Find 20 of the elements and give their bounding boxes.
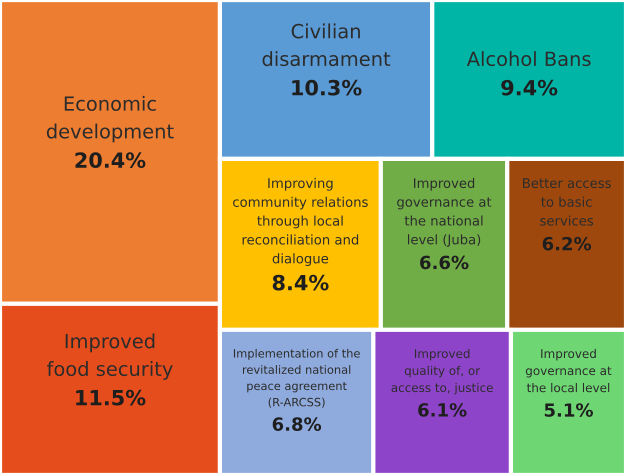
data-label: 10.3% (292, 80, 362, 96)
category-label: Improving community relations through local reconciliation and dialogue (233, 178, 368, 266)
category-label: Alcohol Bans (466, 51, 591, 66)
category-label: Implementation of the revitalized national peace agreement (R-ARCSS) (234, 348, 360, 408)
data-label: 8.4% (272, 274, 329, 290)
data-label: 6.2% (542, 236, 592, 251)
category-label: Improved quality of, or access to, justice (392, 348, 493, 394)
category-label: Better access to basic services (523, 178, 611, 226)
data-label: 6.1% (418, 403, 467, 417)
category-label: Improved food security (47, 333, 173, 380)
data-label: 5.1% (544, 403, 593, 417)
data-label: 20.4% (75, 152, 146, 168)
category-label: Economic development (46, 96, 174, 142)
category-label: Civilian disarmament (262, 23, 390, 66)
category-label: Improved governance at the national level (Juba) (397, 178, 492, 247)
data-label: 6.6% (420, 256, 468, 270)
category-label: Improved governance at the local level (526, 348, 612, 392)
data-label: 11.5% (76, 390, 146, 406)
data-label: 6.8% (272, 417, 322, 431)
data-label: 9.4% (501, 80, 558, 96)
